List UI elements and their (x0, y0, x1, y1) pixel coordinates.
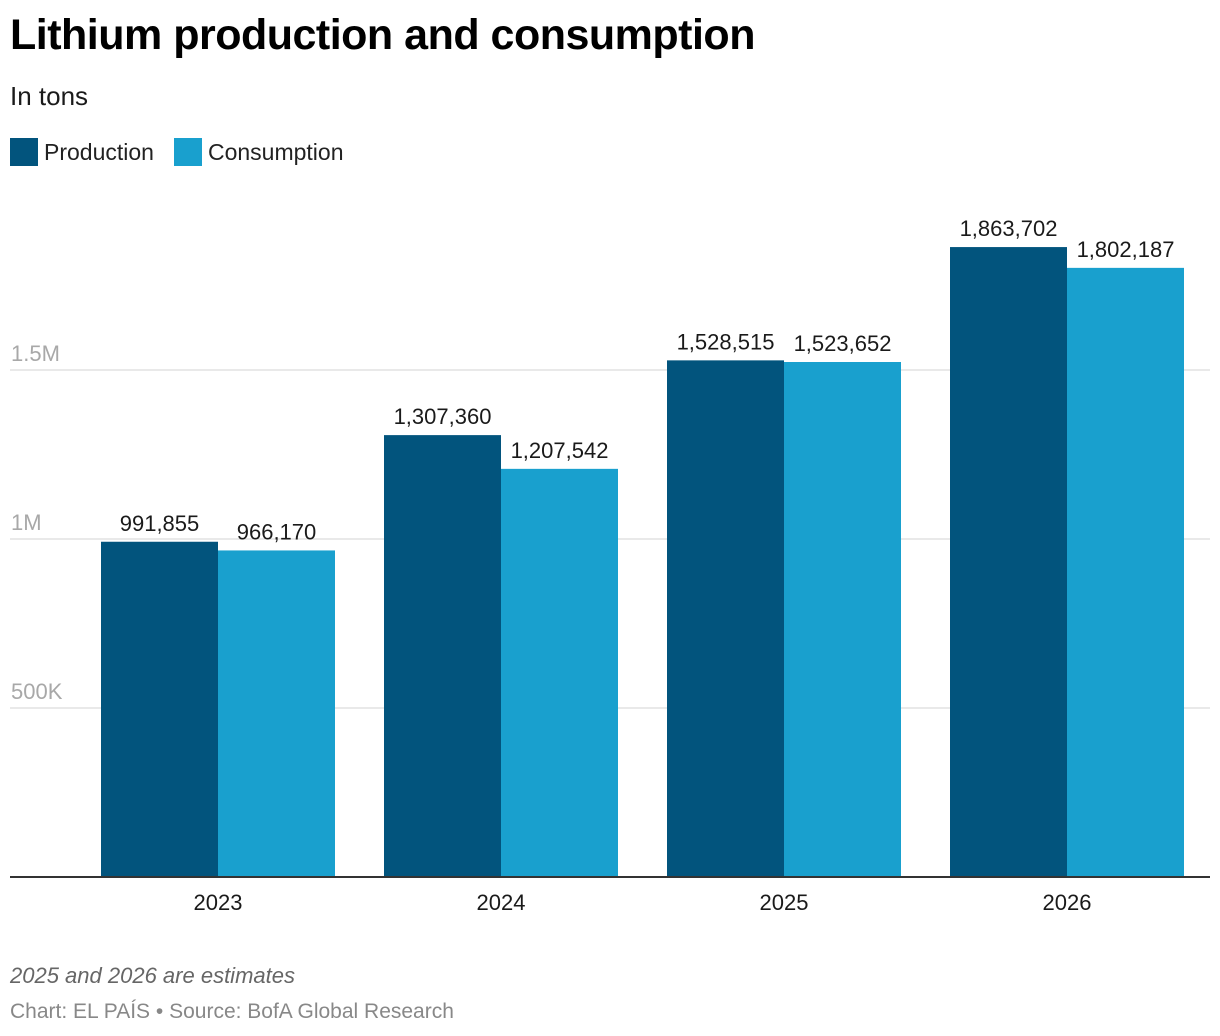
chart-subtitle: In tons (10, 81, 89, 111)
bar-consumption-2024 (501, 468, 618, 877)
x-tick-label: 2026 (1043, 890, 1092, 915)
bar-value-label: 1,528,515 (677, 329, 775, 354)
bar-consumption-2025 (784, 362, 901, 877)
bar-value-label: 1,802,187 (1077, 237, 1175, 262)
bar-chart: 500K 1M 1.5M 991,855 966,170 2023 1,307,360 1,2… (10, 216, 1210, 915)
bar-value-label: 991,855 (120, 511, 200, 536)
legend-label-production: Production (44, 139, 154, 165)
bar-production-2025 (667, 360, 784, 877)
x-tick-label: 2024 (477, 890, 526, 915)
legend: Production Consumption (10, 136, 364, 168)
source-credit: Chart: EL PAÍS • Source: BofA Global Res… (10, 1000, 454, 1023)
bar-value-label: 1,307,360 (394, 404, 492, 429)
legend-label-consumption: Consumption (207, 139, 344, 165)
bar-production-2023 (101, 541, 218, 877)
y-tick-label: 1M (11, 510, 42, 535)
legend-item-production: Production (10, 138, 154, 166)
bar-production-2024 (384, 435, 501, 877)
bar-consumption-2023 (218, 550, 335, 877)
legend-swatch-consumption (173, 138, 202, 166)
bar-value-label: 1,863,702 (960, 216, 1058, 241)
legend-swatch-production (10, 138, 38, 166)
bar-value-label: 966,170 (237, 519, 317, 544)
legend-item-consumption: Consumption (173, 138, 344, 166)
x-tick-label: 2025 (760, 890, 809, 915)
chart-title: Lithium production and consumption (10, 11, 755, 59)
bar-consumption-2026 (1067, 267, 1184, 877)
bar-value-label: 1,207,542 (511, 438, 609, 463)
bar-production-2026 (950, 247, 1067, 877)
x-tick-label: 2023 (194, 890, 243, 915)
y-tick-label: 500K (11, 679, 63, 704)
footnote: 2025 and 2026 are estimates (10, 963, 295, 988)
y-tick-label: 1.5M (11, 341, 60, 366)
bar-value-label: 1,523,652 (794, 331, 892, 356)
